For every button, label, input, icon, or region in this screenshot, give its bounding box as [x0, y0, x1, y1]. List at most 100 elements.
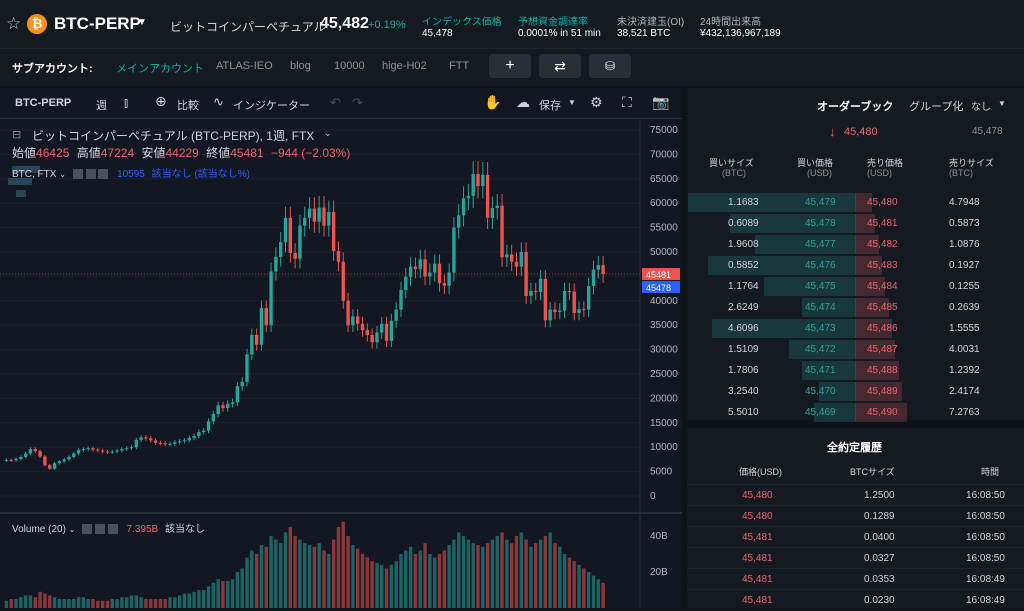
study-settings-icon[interactable] [85, 169, 96, 180]
chart-symbol-button[interactable]: BTC-PERP [15, 97, 72, 109]
ask-price[interactable]: 45,480 [867, 197, 898, 208]
bid-price[interactable]: 45,474 [805, 302, 836, 313]
subaccount-main[interactable]: メインアカウント [116, 63, 204, 75]
ask-price[interactable]: 45,481 [867, 218, 898, 229]
candle-type-icon[interactable]: ⫾ [124, 95, 129, 110]
transfer-button[interactable]: ⇄ [539, 54, 581, 78]
candle [452, 227, 456, 273]
account-settings-button[interactable]: ⛁ [589, 54, 631, 78]
ask-depth-bar [855, 193, 872, 212]
interval-button[interactable]: 週 [96, 100, 107, 112]
bid-depth-bar [712, 319, 856, 338]
study-close-icon[interactable] [98, 169, 109, 180]
save-dropdown-icon[interactable]: ▼ [568, 98, 576, 107]
ask-depth-bar [855, 235, 879, 254]
subaccount-ftt[interactable]: FTT [449, 60, 470, 72]
volume-bar [245, 557, 249, 608]
orderbook-row[interactable]: 1.7806 45,471 45,488 1.2392 [687, 360, 1024, 381]
volume-visibility-icon[interactable] [82, 524, 93, 535]
ask-size: 1.2392 [949, 365, 980, 376]
orderbook-row[interactable]: 3.2540 45,470 45,489 2.4174 [687, 381, 1024, 402]
redo-icon[interactable]: ↷ [352, 95, 363, 110]
ask-price[interactable]: 45,483 [867, 260, 898, 271]
bid-price[interactable]: 45,469 [805, 407, 836, 418]
orderbook-row[interactable]: 1.1683 45,479 45,480 4.7948 [687, 192, 1024, 213]
group-select[interactable]: なし [971, 102, 991, 113]
y-tick-label: 25000 [650, 369, 678, 380]
hand-icon[interactable]: ✋ [484, 94, 502, 110]
settings-gear-icon[interactable]: ⚙ [590, 94, 603, 110]
candle [100, 450, 105, 452]
bid-price[interactable]: 45,479 [805, 197, 836, 208]
candle [269, 271, 273, 326]
compare-button[interactable]: 比較 [177, 100, 199, 112]
fullscreen-icon[interactable]: ⛶ [622, 94, 632, 110]
orderbook-row[interactable]: 1.5109 45,472 45,487 4.0031 [687, 339, 1024, 360]
volume-dropdown-icon[interactable]: ⌄ [68, 525, 76, 534]
y-tick-label: 50000 [650, 247, 678, 258]
ask-price[interactable]: 45,490 [867, 407, 898, 418]
volume-bar [384, 568, 389, 608]
bid-price[interactable]: 45,477 [805, 239, 836, 250]
volume-bar [153, 599, 158, 608]
col-ask-size-unit: (BTC) [949, 168, 973, 178]
bid-price[interactable]: 45,472 [805, 344, 836, 355]
candle [404, 276, 408, 291]
candle [76, 450, 81, 454]
ask-price[interactable]: 45,487 [867, 344, 898, 355]
subaccount-atlas[interactable]: ATLAS-IEO [216, 60, 273, 72]
volume-title[interactable]: Volume (20) [12, 524, 66, 535]
add-subaccount-button[interactable]: + [489, 54, 531, 78]
collapse-legend-icon[interactable]: ⊟ [12, 129, 22, 141]
chart-title-dropdown-icon[interactable]: ⌄ [324, 128, 332, 138]
bid-price[interactable]: 45,471 [805, 365, 836, 376]
low-value: 44229 [165, 146, 199, 160]
study-name[interactable]: BTC, FTX [12, 169, 57, 180]
compare-add-icon[interactable]: ⊕ [155, 93, 167, 109]
symbol-dropdown-icon[interactable]: ▼ [137, 17, 147, 28]
group-dropdown-icon[interactable]: ▼ [998, 99, 1006, 108]
volume-bar [567, 557, 572, 608]
bid-price[interactable]: 45,473 [805, 323, 836, 334]
symbol-title[interactable]: BTC-PERP [54, 14, 141, 33]
orderbook-row[interactable]: 0.6089 45,478 45,481 0.5873 [687, 213, 1024, 234]
volume-close-icon[interactable] [107, 524, 118, 535]
volume-bar [14, 599, 18, 608]
undo-icon[interactable]: ↶ [330, 95, 341, 110]
study-visibility-icon[interactable] [72, 169, 83, 180]
cloud-icon[interactable]: ☁ [516, 94, 530, 110]
save-button[interactable]: 保存 [539, 100, 561, 112]
indicators-button[interactable]: インジケーター [233, 100, 310, 112]
ask-price[interactable]: 45,485 [867, 302, 898, 313]
volume-settings-icon[interactable] [94, 524, 105, 535]
orderbook-row[interactable]: 2.6249 45,474 45,485 0.2639 [687, 297, 1024, 318]
y-tick-label: 70000 [650, 149, 678, 160]
subaccount-hige[interactable]: hige-H02 [382, 60, 427, 72]
ask-price[interactable]: 45,488 [867, 365, 898, 376]
orderbook-row[interactable]: 1.9608 45,477 45,482 1.0876 [687, 234, 1024, 255]
subaccount-blog[interactable]: blog [290, 60, 311, 72]
favorite-star-icon[interactable]: ☆ [6, 14, 22, 33]
subaccount-10000[interactable]: 10000 [334, 60, 365, 72]
orderbook-row[interactable]: 4.6096 45,473 45,486 1.5555 [687, 318, 1024, 339]
ask-price[interactable]: 45,489 [867, 386, 898, 397]
camera-icon[interactable]: 📷 [652, 94, 670, 110]
candle [394, 309, 398, 321]
orderbook-row[interactable]: 1.1764 45,475 45,484 0.1255 [687, 276, 1024, 297]
orderbook-row[interactable]: 5.5010 45,469 45,490 7.2763 [687, 402, 1024, 423]
bid-price[interactable]: 45,476 [805, 260, 836, 271]
volume-bar [182, 593, 187, 608]
ask-price[interactable]: 45,484 [867, 281, 898, 292]
indicator-icon[interactable]: ∿ [213, 94, 224, 109]
ask-price[interactable]: 45,482 [867, 239, 898, 250]
bid-price[interactable]: 45,475 [805, 281, 836, 292]
study-dropdown-icon[interactable]: ⌄ [59, 170, 66, 179]
ask-price[interactable]: 45,486 [867, 323, 898, 334]
orderbook-row[interactable]: 0.5852 45,476 45,483 0.1927 [687, 255, 1024, 276]
bid-price[interactable]: 45,470 [805, 386, 836, 397]
price-chart[interactable]: 7500070000650006000055000500004500040000… [0, 118, 682, 608]
volume-bar [534, 543, 538, 608]
bid-price[interactable]: 45,478 [805, 218, 836, 229]
orderbook-last-price: 45,480 [844, 126, 878, 138]
candle [577, 309, 581, 313]
